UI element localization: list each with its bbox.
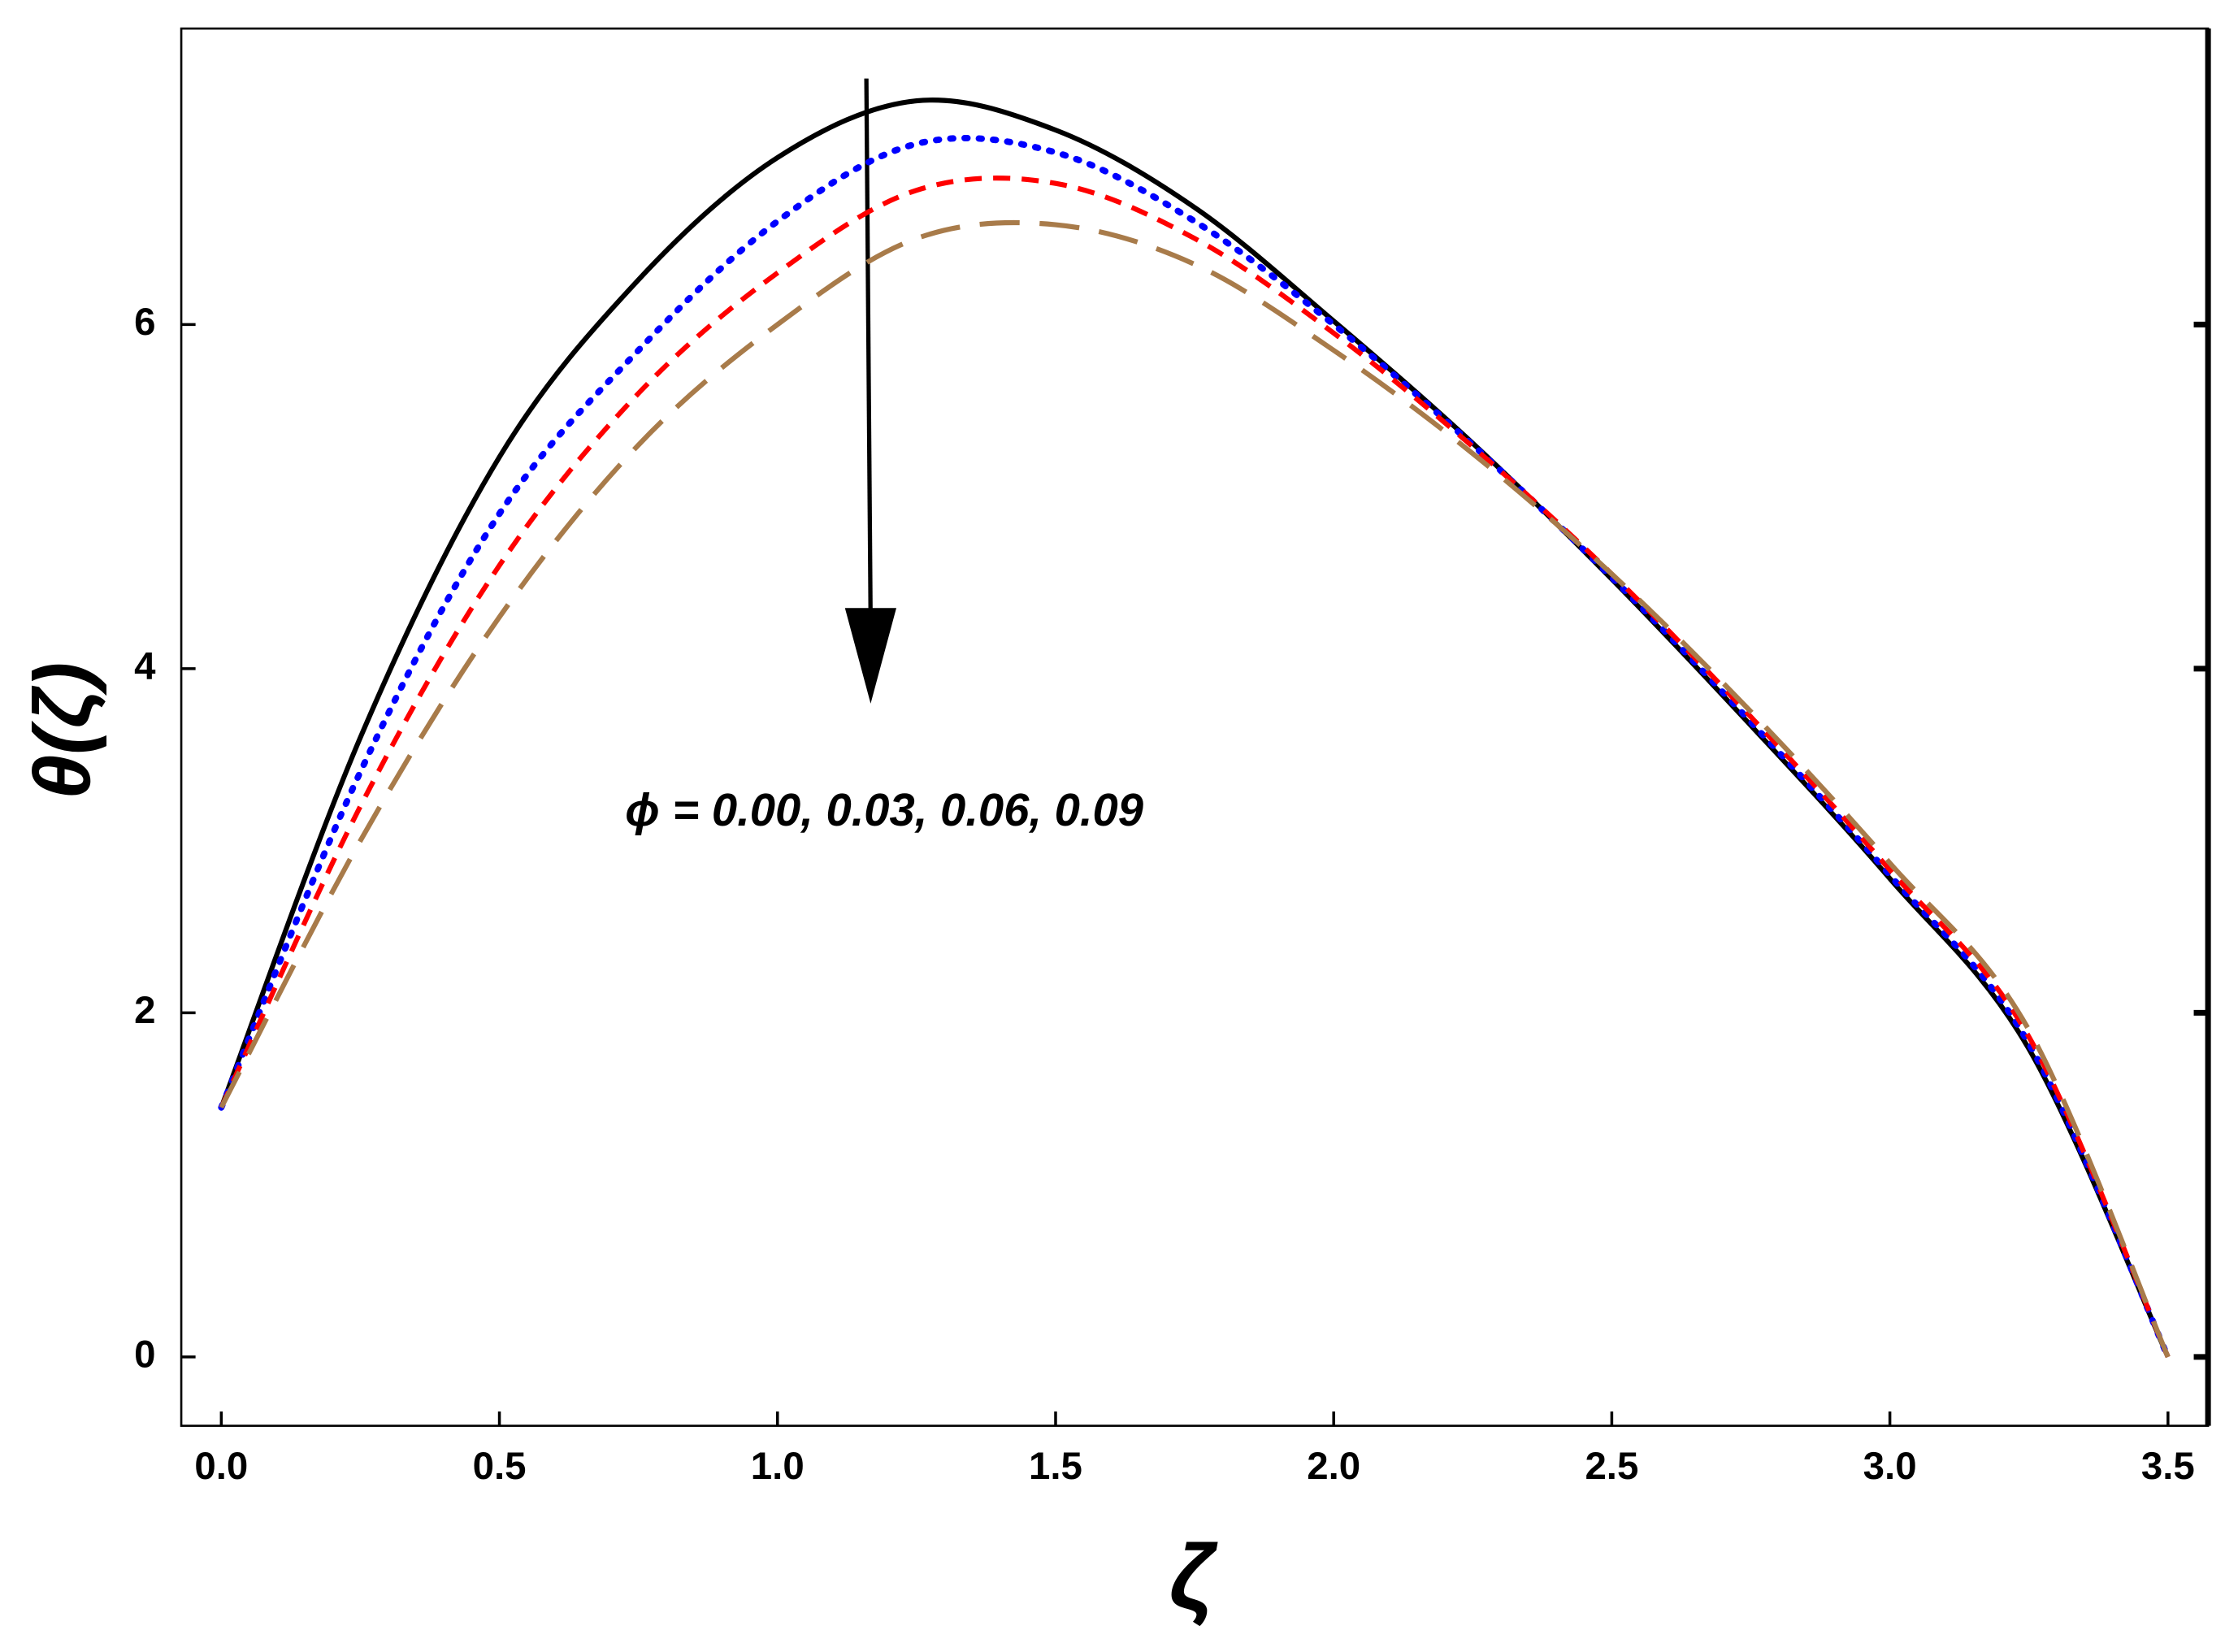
x-tick-label: 2.0 — [1307, 1445, 1360, 1488]
y-tick-label: 2 — [134, 989, 155, 1032]
series-line — [219, 219, 2171, 1359]
x-tick-label: 0.0 — [194, 1445, 248, 1488]
y-axis-label: θ(ζ) — [17, 662, 106, 800]
arrow-head — [844, 608, 897, 704]
x-tick-label: 3.5 — [2141, 1445, 2195, 1488]
x-tick-label: 2.5 — [1585, 1445, 1638, 1488]
x-tick-label: 1.5 — [1029, 1445, 1082, 1488]
x-tick-label: 1.0 — [751, 1445, 805, 1488]
annotation: ϕ = 0.00, 0.03, 0.06, 0.09 — [625, 784, 1143, 835]
arrow-shaft — [864, 78, 874, 628]
y-tick-label: 6 — [134, 301, 155, 344]
x-tick-label: 0.5 — [473, 1445, 527, 1488]
series-line — [218, 134, 2171, 1360]
y-tick-label: 4 — [134, 644, 156, 687]
x-axis-label: ζ — [1169, 1525, 1218, 1628]
y-tick-label: 0 — [134, 1333, 155, 1376]
x-tick-label: 3.0 — [1863, 1445, 1917, 1488]
series-line — [219, 98, 2171, 1359]
series-line — [219, 176, 2171, 1359]
